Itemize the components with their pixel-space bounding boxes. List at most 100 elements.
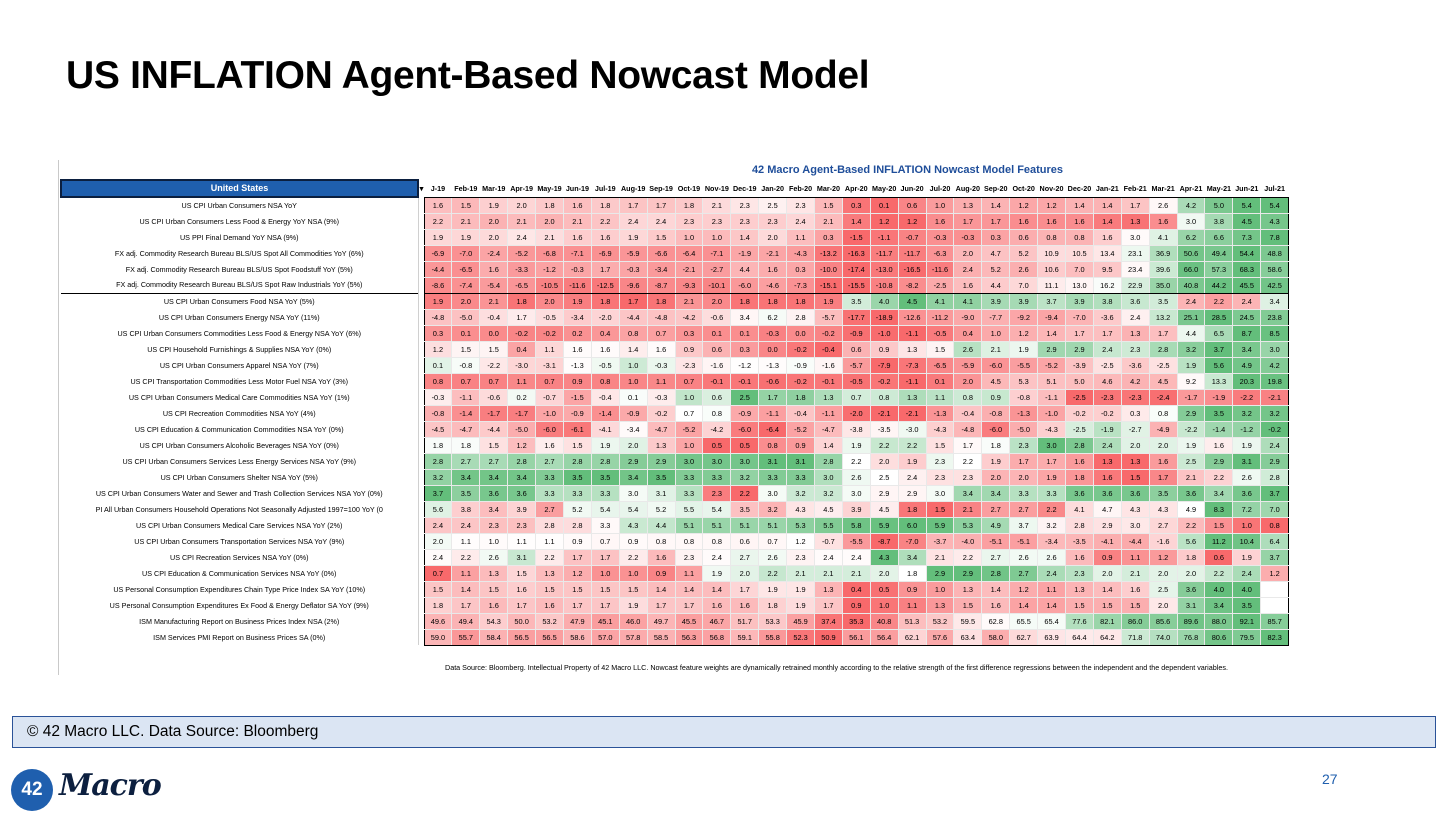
table-row: US CPI Urban Consumers Alcoholic Beverag… [61, 436, 1290, 454]
heat-cell: 8.5 [1260, 324, 1290, 342]
heat-cell: 1.1 [925, 388, 955, 406]
heat-cell: 2.0 [451, 292, 481, 310]
heat-cell: -1.4 [590, 404, 620, 422]
heat-cell: 1.3 [813, 388, 843, 406]
month-header: Aug-20 [953, 180, 982, 198]
heat-cell: 2.8 [1260, 468, 1290, 486]
heat-cell: 0.1 [730, 324, 760, 342]
heat-cell: 3.6 [1176, 580, 1206, 598]
heat-cell: -2.0 [841, 404, 871, 422]
heat-cell: -0.4 [590, 388, 620, 406]
heat-cell: 40.8 [869, 612, 899, 630]
row-label: US CPI Urban Consumers Commodities Less … [61, 325, 419, 341]
heat-cell: -4.5 [423, 420, 453, 438]
heat-cell: 7.8 [1260, 228, 1290, 246]
heat-cell: -0.2 [813, 324, 843, 342]
heat-cell: 1.7 [813, 596, 843, 614]
filter-dropdown-icon[interactable]: ▾ [418, 180, 424, 197]
heat-cell: 3.8 [1204, 212, 1234, 230]
heat-cell: 79.5 [1232, 628, 1262, 646]
heat-cell: -12.6 [897, 308, 927, 326]
heat-cell: 1.2 [869, 212, 899, 230]
heat-cell: 56.8 [702, 628, 732, 646]
heat-cell: 0.6 [1204, 548, 1234, 566]
heat-cell: 0.3 [674, 324, 704, 342]
table-row: US CPI Transportation Commodities Less M… [61, 372, 1290, 390]
heat-cell: 2.4 [451, 516, 481, 534]
heat-cell: 1.7 [451, 596, 481, 614]
heat-cell: 0.0 [479, 324, 509, 342]
row-label: US CPI Urban Consumers Energy NSA YoY (1… [61, 309, 419, 325]
heat-cell: 1.5 [590, 580, 620, 598]
heat-cell: -1.1 [758, 404, 788, 422]
heat-cell: 4.3 [1120, 500, 1150, 518]
heat-cell: 4.4 [1176, 324, 1206, 342]
heat-cell: 5.3 [1009, 372, 1039, 390]
heat-cell: 0.7 [758, 532, 788, 550]
heat-cell: 1.6 [507, 580, 537, 598]
heat-cell: 2.1 [813, 212, 843, 230]
heat-cell: -15.1 [813, 276, 843, 294]
heat-cell: 0.1 [869, 196, 899, 214]
heat-cell: 3.4 [1260, 292, 1290, 310]
heat-cell: -2.2 [1232, 388, 1262, 406]
heat-cell: 3.5 [1232, 596, 1262, 614]
heat-cell: 0.1 [702, 324, 732, 342]
heat-cell: 4.4 [730, 260, 760, 278]
heat-cell: 2.0 [953, 244, 983, 262]
heat-cell: 3.7 [1260, 484, 1290, 502]
heat-cell: 1.0 [618, 356, 648, 374]
heat-cell: 63.9 [1037, 628, 1066, 646]
heat-cell: 2.1 [1120, 564, 1150, 582]
heat-cell: 1.8 [451, 436, 481, 454]
heat-cell: -16.3 [841, 244, 871, 262]
heat-cell: 1.9 [479, 196, 509, 214]
heat-cell: 1.6 [981, 596, 1011, 614]
logo-42-badge: 42 [11, 769, 53, 811]
heat-cell: 3.4 [451, 468, 481, 486]
heat-cell: 2.1 [813, 564, 843, 582]
heat-cell: 23.8 [1260, 308, 1290, 326]
heat-cell: 1.8 [897, 500, 927, 518]
heat-cell: 2.8 [535, 516, 564, 534]
heat-cell: 1.8 [730, 292, 760, 310]
heat-cell: -1.1 [451, 388, 481, 406]
heat-cell: 0.7 [479, 372, 509, 390]
heat-cell: 3.4 [479, 500, 509, 518]
heat-cell: 2.7 [1009, 564, 1039, 582]
heat-cell [1260, 580, 1290, 598]
row-label: ISM Manufacturing Report on Business Pri… [61, 613, 419, 629]
heat-cell: -0.3 [758, 324, 788, 342]
heat-cell: 28.5 [1204, 308, 1234, 326]
heat-cell: 2.3 [702, 212, 732, 230]
heat-cell: -0.3 [562, 260, 592, 278]
heat-cell: 3.8 [451, 500, 481, 518]
heat-cell: 0.9 [897, 580, 927, 598]
heat-cell: 6.2 [1176, 228, 1206, 246]
heat-cell: -1.1 [813, 404, 843, 422]
corner-label[interactable]: United States [60, 179, 419, 198]
heat-cell: 1.7 [562, 596, 592, 614]
heat-cell: 58.4 [479, 628, 509, 646]
heat-cell: 1.3 [1120, 212, 1150, 230]
heat-cell: 1.3 [1092, 452, 1122, 470]
table-row: US CPI Urban Consumers Less Food & Energ… [61, 212, 1290, 230]
heat-cell: 1.1 [507, 372, 537, 390]
heat-cell: 1.0 [674, 388, 704, 406]
table-row: US CPI Urban Consumers Shelter NSA YoY (… [61, 468, 1290, 486]
heat-cell: 2.0 [1176, 564, 1206, 582]
heat-cell: -0.9 [730, 404, 760, 422]
heat-cell: 3.0 [813, 468, 843, 486]
heat-cell: 4.5 [897, 292, 927, 310]
heat-cell: 0.9 [646, 564, 676, 582]
heat-cell: 2.4 [507, 228, 537, 246]
heat-cell: 0.8 [590, 372, 620, 390]
heat-cell: -3.0 [507, 356, 537, 374]
heat-cell: 2.7 [1009, 500, 1039, 518]
heat-cell: 0.9 [562, 372, 592, 390]
heat-cell: 2.0 [479, 212, 509, 230]
month-header: Sep-19 [647, 180, 676, 198]
heat-cell: 3.0 [1176, 212, 1206, 230]
heat-cell: 1.9 [423, 228, 453, 246]
heat-cell: 1.6 [925, 212, 955, 230]
